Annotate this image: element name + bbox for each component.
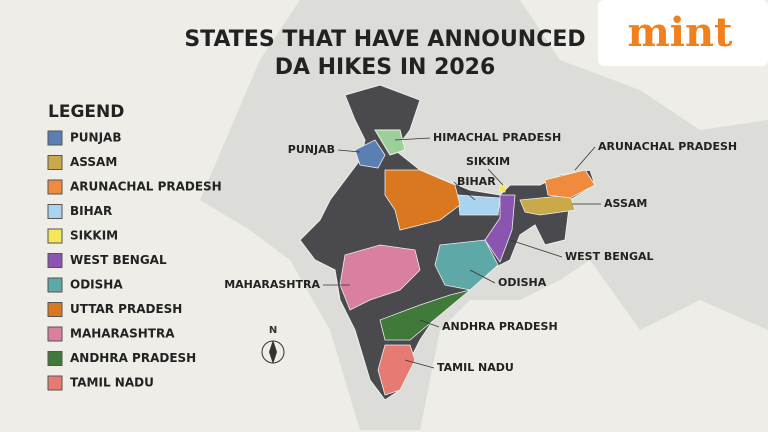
state-region xyxy=(544,169,596,199)
map-label: BIHAR xyxy=(457,175,496,188)
state-region xyxy=(384,169,461,231)
leader-line xyxy=(419,319,440,328)
compass-needle xyxy=(269,340,277,364)
legend-swatch xyxy=(47,277,63,293)
legend-label: SIKKIM xyxy=(70,229,118,243)
legend-swatch xyxy=(47,130,63,146)
state-region xyxy=(379,289,471,341)
legend-swatch xyxy=(47,326,63,342)
legend-label: MAHARASHTRA xyxy=(70,327,175,341)
legend-swatch xyxy=(47,228,63,244)
legend-swatch xyxy=(47,155,63,170)
legend-label: ARUNACHAL PRADESH xyxy=(70,180,222,194)
map-label: SIKKIM xyxy=(466,155,510,168)
legend-label: ASSAM xyxy=(70,155,117,169)
brand-box xyxy=(598,0,768,66)
legend-label: ANDHRA PRADESH xyxy=(70,351,196,365)
state-region xyxy=(339,244,421,311)
state-region xyxy=(498,184,507,193)
legend-swatch xyxy=(47,179,63,195)
leader-line xyxy=(453,181,476,201)
title-line: DA HIKES IN 2026 xyxy=(275,55,496,80)
map-label: ANDHRA PRADESH xyxy=(442,320,558,333)
map-label: WEST BENGAL xyxy=(565,250,654,263)
leader-line xyxy=(487,168,504,186)
leader-line xyxy=(574,146,596,171)
map-label: ASSAM xyxy=(604,197,647,210)
state-region xyxy=(484,194,516,263)
legend-label: ODISHA xyxy=(70,278,123,292)
map-label: MAHARASHTRA xyxy=(224,278,320,291)
legend-label: PUNJAB xyxy=(70,131,121,145)
legend-label: BIHAR xyxy=(70,204,112,218)
map-label: TAMIL NADU xyxy=(437,361,514,374)
compass-label: N xyxy=(269,325,277,336)
legend-swatch xyxy=(47,375,63,391)
leader-line xyxy=(469,269,496,284)
state-region xyxy=(457,194,501,216)
leader-line xyxy=(404,359,435,369)
title-line: STATES THAT HAVE ANNOUNCED xyxy=(184,27,585,52)
map-label: HIMACHAL PRADESH xyxy=(433,131,561,144)
leader-line xyxy=(337,149,361,153)
legend-swatch xyxy=(47,351,63,366)
legend-swatch xyxy=(47,302,63,317)
legend-title: LEGEND xyxy=(48,102,124,122)
leader-line xyxy=(509,239,563,258)
legend-label: UTTAR PRADESH xyxy=(70,302,182,316)
brand: mint xyxy=(627,9,733,56)
legend-swatch xyxy=(47,253,63,268)
himachal-region xyxy=(374,129,406,156)
map-label: ARUNACHAL PRADESH xyxy=(598,140,737,153)
legend-swatch xyxy=(47,204,63,219)
leader-line xyxy=(394,137,431,141)
legend-label: TAMIL NADU xyxy=(70,376,154,390)
state-region xyxy=(377,344,416,396)
state-region xyxy=(354,139,386,169)
legend-label: WEST BENGAL xyxy=(70,253,167,267)
map-label: PUNJAB xyxy=(288,143,335,156)
map-label: ODISHA xyxy=(498,276,547,289)
